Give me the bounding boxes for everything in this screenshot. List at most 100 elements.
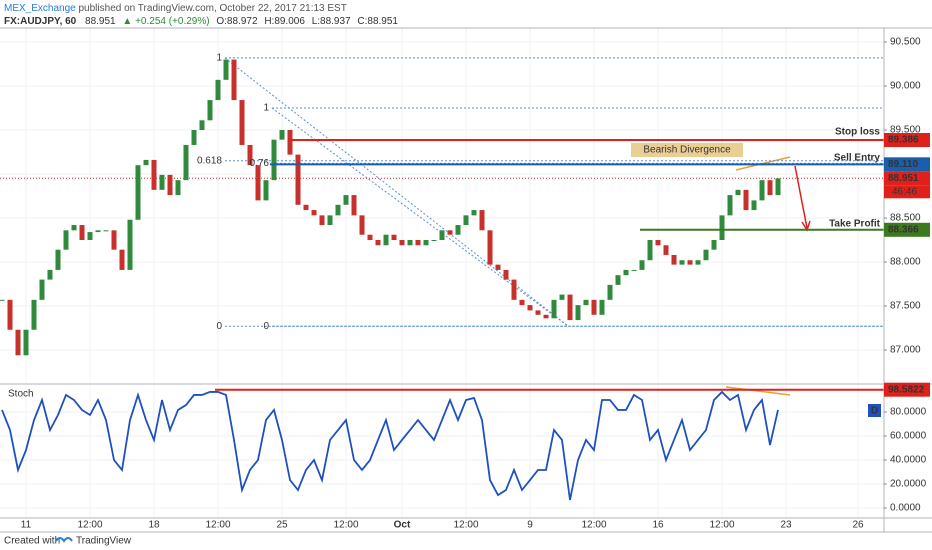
y-tick-label: 87.500	[890, 301, 921, 312]
candle	[95, 230, 101, 233]
candle	[191, 129, 197, 145]
candle	[423, 239, 429, 246]
d-badge-box	[868, 404, 881, 417]
candle	[303, 204, 309, 211]
fib-label: 1	[263, 103, 269, 114]
candle	[543, 314, 549, 319]
candle	[551, 299, 557, 319]
candle	[663, 245, 669, 255]
stoch-level-label: 98.5822	[888, 384, 925, 395]
stoch-title: Stoch	[8, 389, 34, 400]
candle	[447, 230, 453, 235]
candle	[223, 59, 229, 80]
d-badge: D	[871, 406, 878, 417]
fib-label: 0	[216, 321, 222, 332]
candle	[575, 305, 581, 321]
level-badge	[884, 222, 930, 237]
candle	[0, 299, 5, 301]
candle	[439, 230, 445, 240]
candle	[103, 230, 109, 232]
candle	[199, 120, 205, 130]
candle	[591, 299, 597, 315]
candle	[63, 230, 69, 250]
publisher[interactable]: MEX_Exchange	[4, 3, 76, 14]
countdown: 46:46	[892, 186, 917, 197]
candle	[175, 180, 181, 196]
candle	[511, 279, 517, 300]
symbol-line: FX:AUDJPY, 60 88.951 ▲ +0.254 (+0.29%) O…	[4, 16, 398, 27]
candle	[655, 239, 661, 246]
trend-line	[271, 107, 569, 327]
candle	[183, 144, 189, 181]
x-tick-label: 12:00	[453, 520, 478, 531]
candle	[415, 239, 421, 246]
arrow	[794, 165, 808, 229]
candle	[743, 189, 749, 211]
fib-label: 0.76	[250, 158, 270, 169]
candle	[295, 154, 301, 205]
y-tick-label: 40.0000	[890, 455, 927, 466]
candle	[679, 260, 685, 265]
level-badge	[884, 133, 930, 148]
candle	[607, 284, 613, 300]
candle	[567, 294, 573, 321]
x-tick-label: 12:00	[205, 520, 230, 531]
candle	[159, 174, 165, 190]
candle	[687, 260, 693, 265]
grid	[0, 28, 884, 518]
level-label: 88.366	[888, 224, 919, 235]
y-tick-label: 87.000	[890, 345, 921, 356]
candle	[359, 215, 365, 235]
y-tick-label: 60.0000	[890, 431, 927, 442]
y-tick-label: 90.000	[890, 81, 921, 92]
candle	[495, 264, 501, 270]
y-tick-label: 88.500	[890, 213, 921, 224]
candle	[487, 230, 493, 265]
candle	[631, 269, 637, 271]
x-tick-label: 12:00	[709, 520, 734, 531]
candle	[231, 59, 237, 101]
candle	[239, 100, 245, 145]
published: published on TradingView.com, October 22…	[79, 3, 347, 14]
marks	[0, 57, 884, 501]
candle	[71, 225, 77, 231]
candle	[279, 129, 285, 140]
x-tick-label: 16	[652, 520, 664, 531]
candle	[39, 279, 45, 300]
level-label: 89.110	[888, 159, 918, 170]
close: C:88.951	[357, 16, 398, 27]
candle	[695, 260, 701, 265]
x-tick-label: 11	[21, 520, 32, 531]
level-label: 89.386	[888, 135, 919, 146]
candle	[463, 215, 469, 226]
y-tick-label: 88.000	[890, 257, 921, 268]
logo	[55, 537, 73, 543]
candle	[519, 299, 525, 306]
current-badge	[884, 171, 930, 186]
candle	[559, 294, 565, 300]
candle	[479, 210, 485, 231]
countdown-badge	[884, 185, 930, 199]
candle	[503, 269, 509, 280]
stoch-line	[1, 390, 779, 501]
candle	[391, 234, 397, 240]
candle	[23, 329, 29, 356]
candle	[31, 299, 37, 330]
candle	[775, 178, 781, 196]
candle	[383, 234, 389, 246]
x-tick-label: 23	[780, 520, 792, 531]
footer-brand[interactable]: TradingView	[76, 536, 132, 547]
candle	[167, 174, 173, 196]
candle	[719, 215, 725, 240]
candle	[255, 165, 261, 201]
candle	[135, 165, 141, 220]
candle	[351, 195, 357, 216]
candle	[55, 249, 61, 270]
candle	[263, 180, 269, 201]
fib-label: 0	[263, 321, 269, 332]
candle	[247, 144, 253, 166]
low: L:88.937	[312, 16, 351, 27]
candle	[471, 210, 477, 216]
x-tick-label: 18	[148, 520, 160, 531]
x-tick-label: 25	[276, 520, 288, 531]
